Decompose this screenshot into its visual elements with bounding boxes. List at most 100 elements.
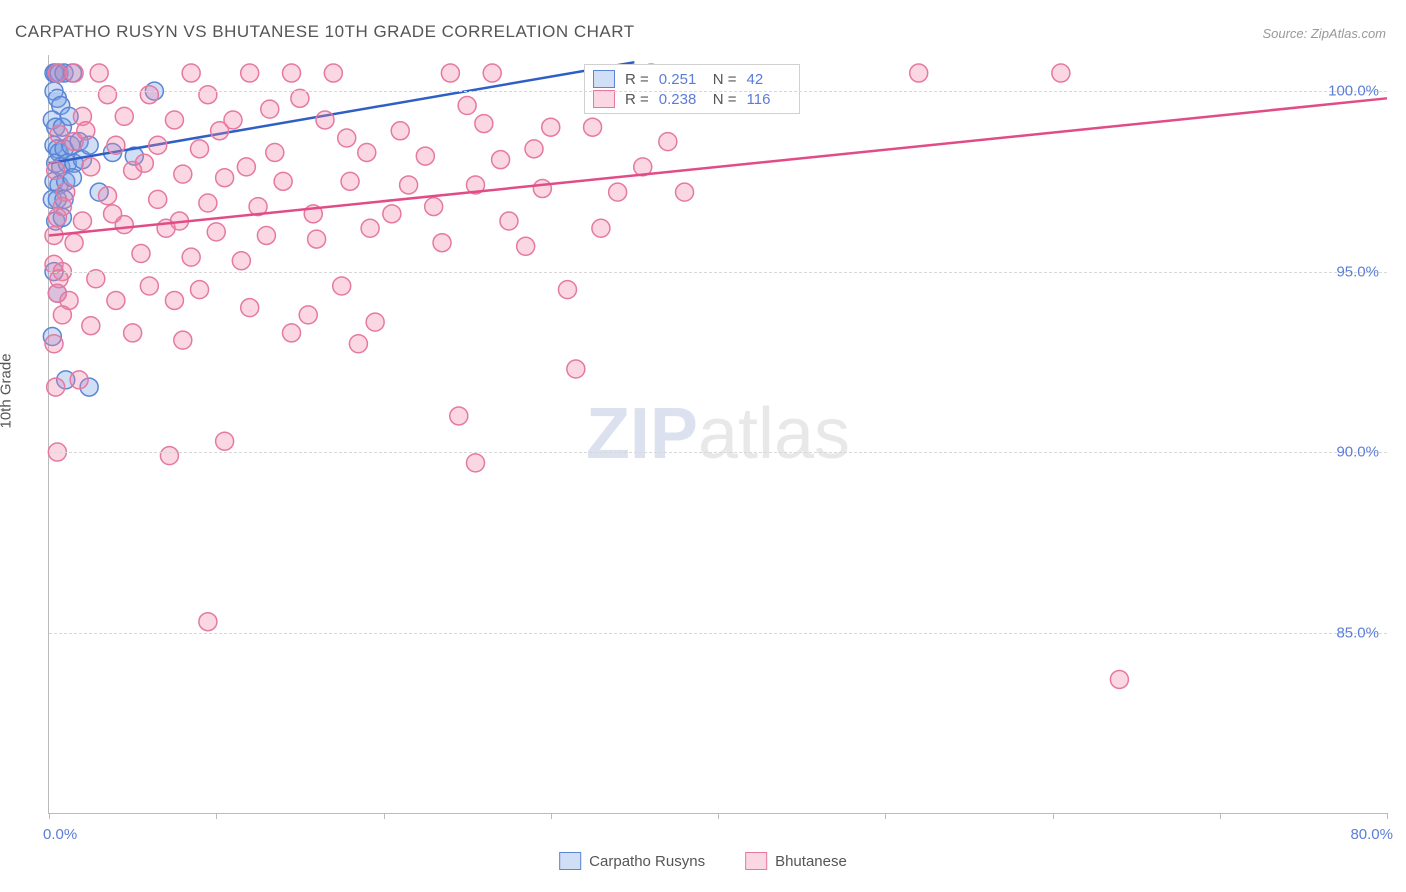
scatter-point	[558, 281, 576, 299]
scatter-point	[149, 136, 167, 154]
scatter-point	[466, 454, 484, 472]
scatter-point	[182, 248, 200, 266]
y-axis-label: 10th Grade	[0, 353, 15, 428]
scatter-point	[45, 335, 63, 353]
scatter-point	[475, 115, 493, 133]
scatter-point	[160, 447, 178, 465]
scatter-point	[308, 230, 326, 248]
scatter-point	[324, 64, 342, 82]
scatter-point	[266, 143, 284, 161]
scatter-point	[174, 165, 192, 183]
legend-swatch-2	[745, 852, 767, 870]
scatter-point	[257, 226, 275, 244]
bottom-legend: Carpatho Rusyns Bhutanese	[559, 852, 847, 870]
scatter-point	[132, 245, 150, 263]
scatter-point	[483, 64, 501, 82]
scatter-point	[358, 143, 376, 161]
scatter-point	[261, 100, 279, 118]
scatter-point	[542, 118, 560, 136]
scatter-point	[567, 360, 585, 378]
scatter-point	[199, 613, 217, 631]
scatter-point	[82, 317, 100, 335]
scatter-point	[199, 194, 217, 212]
r-value-1: 0.251	[659, 71, 703, 88]
y-tick-label: 85.0%	[1336, 624, 1379, 641]
scatter-point	[366, 313, 384, 331]
scatter-point	[199, 86, 217, 104]
scatter-point	[584, 118, 602, 136]
scatter-point	[107, 136, 125, 154]
scatter-point	[140, 86, 158, 104]
scatter-point	[333, 277, 351, 295]
scatter-point	[104, 205, 122, 223]
scatter-point	[140, 277, 158, 295]
scatter-point	[182, 64, 200, 82]
scatter-point	[53, 306, 71, 324]
legend-item-1: Carpatho Rusyns	[559, 852, 705, 870]
scatter-point	[676, 183, 694, 201]
scatter-point	[316, 111, 334, 129]
scatter-point	[47, 378, 65, 396]
scatter-point	[165, 291, 183, 309]
scatter-point	[99, 86, 117, 104]
scatter-point	[73, 212, 91, 230]
scatter-point	[910, 64, 928, 82]
scatter-point	[533, 180, 551, 198]
scatter-point	[274, 172, 292, 190]
scatter-point	[77, 122, 95, 140]
r-label-1: R =	[625, 71, 649, 88]
legend-item-2: Bhutanese	[745, 852, 847, 870]
scatter-point	[232, 252, 250, 270]
scatter-point	[82, 158, 100, 176]
scatter-point	[165, 111, 183, 129]
chart-title: CARPATHO RUSYN VS BHUTANESE 10TH GRADE C…	[15, 22, 635, 42]
scatter-point	[47, 162, 65, 180]
scatter-point	[70, 371, 88, 389]
scatter-point	[283, 64, 301, 82]
scatter-point	[458, 97, 476, 115]
r-label-2: R =	[625, 91, 649, 108]
scatter-point	[107, 291, 125, 309]
scatter-point	[115, 107, 133, 125]
scatter-point	[400, 176, 418, 194]
stats-swatch-1	[593, 70, 615, 88]
correlation-stats-box: R = 0.251 N = 42 R = 0.238 N = 116	[584, 64, 800, 114]
r-value-2: 0.238	[659, 91, 703, 108]
stats-row-series-1: R = 0.251 N = 42	[593, 69, 791, 89]
scatter-point	[341, 172, 359, 190]
scatter-point	[50, 125, 68, 143]
scatter-point	[361, 219, 379, 237]
scatter-point	[609, 183, 627, 201]
scatter-point	[299, 306, 317, 324]
scatter-point	[1110, 670, 1128, 688]
legend-label-2: Bhutanese	[775, 853, 847, 870]
scatter-point	[53, 198, 71, 216]
y-tick-label: 100.0%	[1328, 83, 1379, 100]
scatter-point	[659, 133, 677, 151]
scatter-point	[90, 64, 108, 82]
legend-label-1: Carpatho Rusyns	[589, 853, 705, 870]
scatter-point	[216, 432, 234, 450]
scatter-point	[391, 122, 409, 140]
scatter-point	[191, 281, 209, 299]
scatter-point	[65, 64, 83, 82]
scatter-point	[99, 187, 117, 205]
scatter-point	[65, 234, 83, 252]
scatter-point	[416, 147, 434, 165]
n-label-2: N =	[713, 91, 737, 108]
legend-swatch-1	[559, 852, 581, 870]
scatter-point	[191, 140, 209, 158]
scatter-point	[283, 324, 301, 342]
scatter-point	[149, 190, 167, 208]
scatter-point	[48, 64, 66, 82]
scatter-point	[450, 407, 468, 425]
scatter-point	[135, 154, 153, 172]
stats-swatch-2	[593, 90, 615, 108]
scatter-point	[592, 219, 610, 237]
scatter-point	[441, 64, 459, 82]
scatter-point	[383, 205, 401, 223]
y-tick-label: 95.0%	[1336, 263, 1379, 280]
scatter-point	[525, 140, 543, 158]
scatter-point	[174, 331, 192, 349]
scatter-point	[349, 335, 367, 353]
